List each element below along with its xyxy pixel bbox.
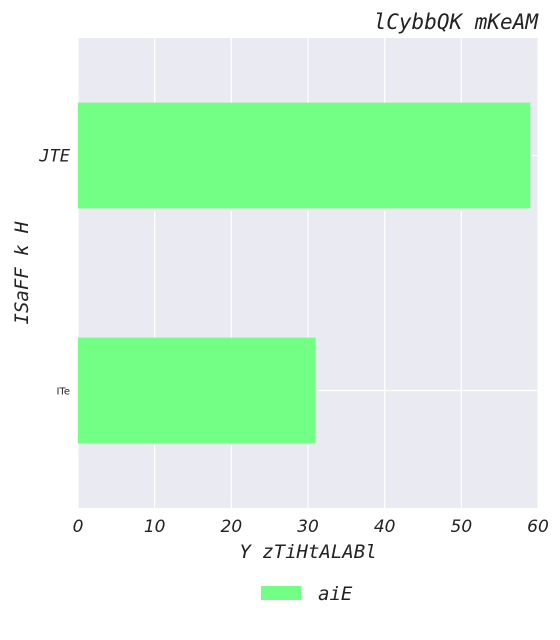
x-tick-labels: 0 10 20 30 40 50 60 xyxy=(73,517,549,537)
x-tick-label: 40 xyxy=(374,517,396,537)
chart-title: lCybbQK mKeAM xyxy=(374,10,540,34)
legend-swatch xyxy=(261,586,301,600)
y-tick-label: JTE xyxy=(38,147,70,167)
legend-label: aiE xyxy=(318,583,353,605)
bar-jte xyxy=(78,102,531,209)
x-tick-label: 0 xyxy=(73,517,84,537)
y-tick-labels: JTE ITe xyxy=(38,147,70,398)
x-tick-label: 20 xyxy=(221,517,243,537)
bar-ite xyxy=(78,337,316,444)
x-tick-label: 30 xyxy=(297,517,319,537)
x-tick-label: 50 xyxy=(451,517,473,537)
x-axis-label: Y zTiHtALABl xyxy=(239,541,376,563)
y-axis-label: ISaFF k H xyxy=(11,221,33,325)
x-tick-label: 10 xyxy=(144,517,166,537)
x-tick-label: 60 xyxy=(527,517,549,537)
y-tick-label: ITe xyxy=(56,387,70,398)
bars xyxy=(78,102,531,444)
legend: aiE xyxy=(261,583,353,605)
